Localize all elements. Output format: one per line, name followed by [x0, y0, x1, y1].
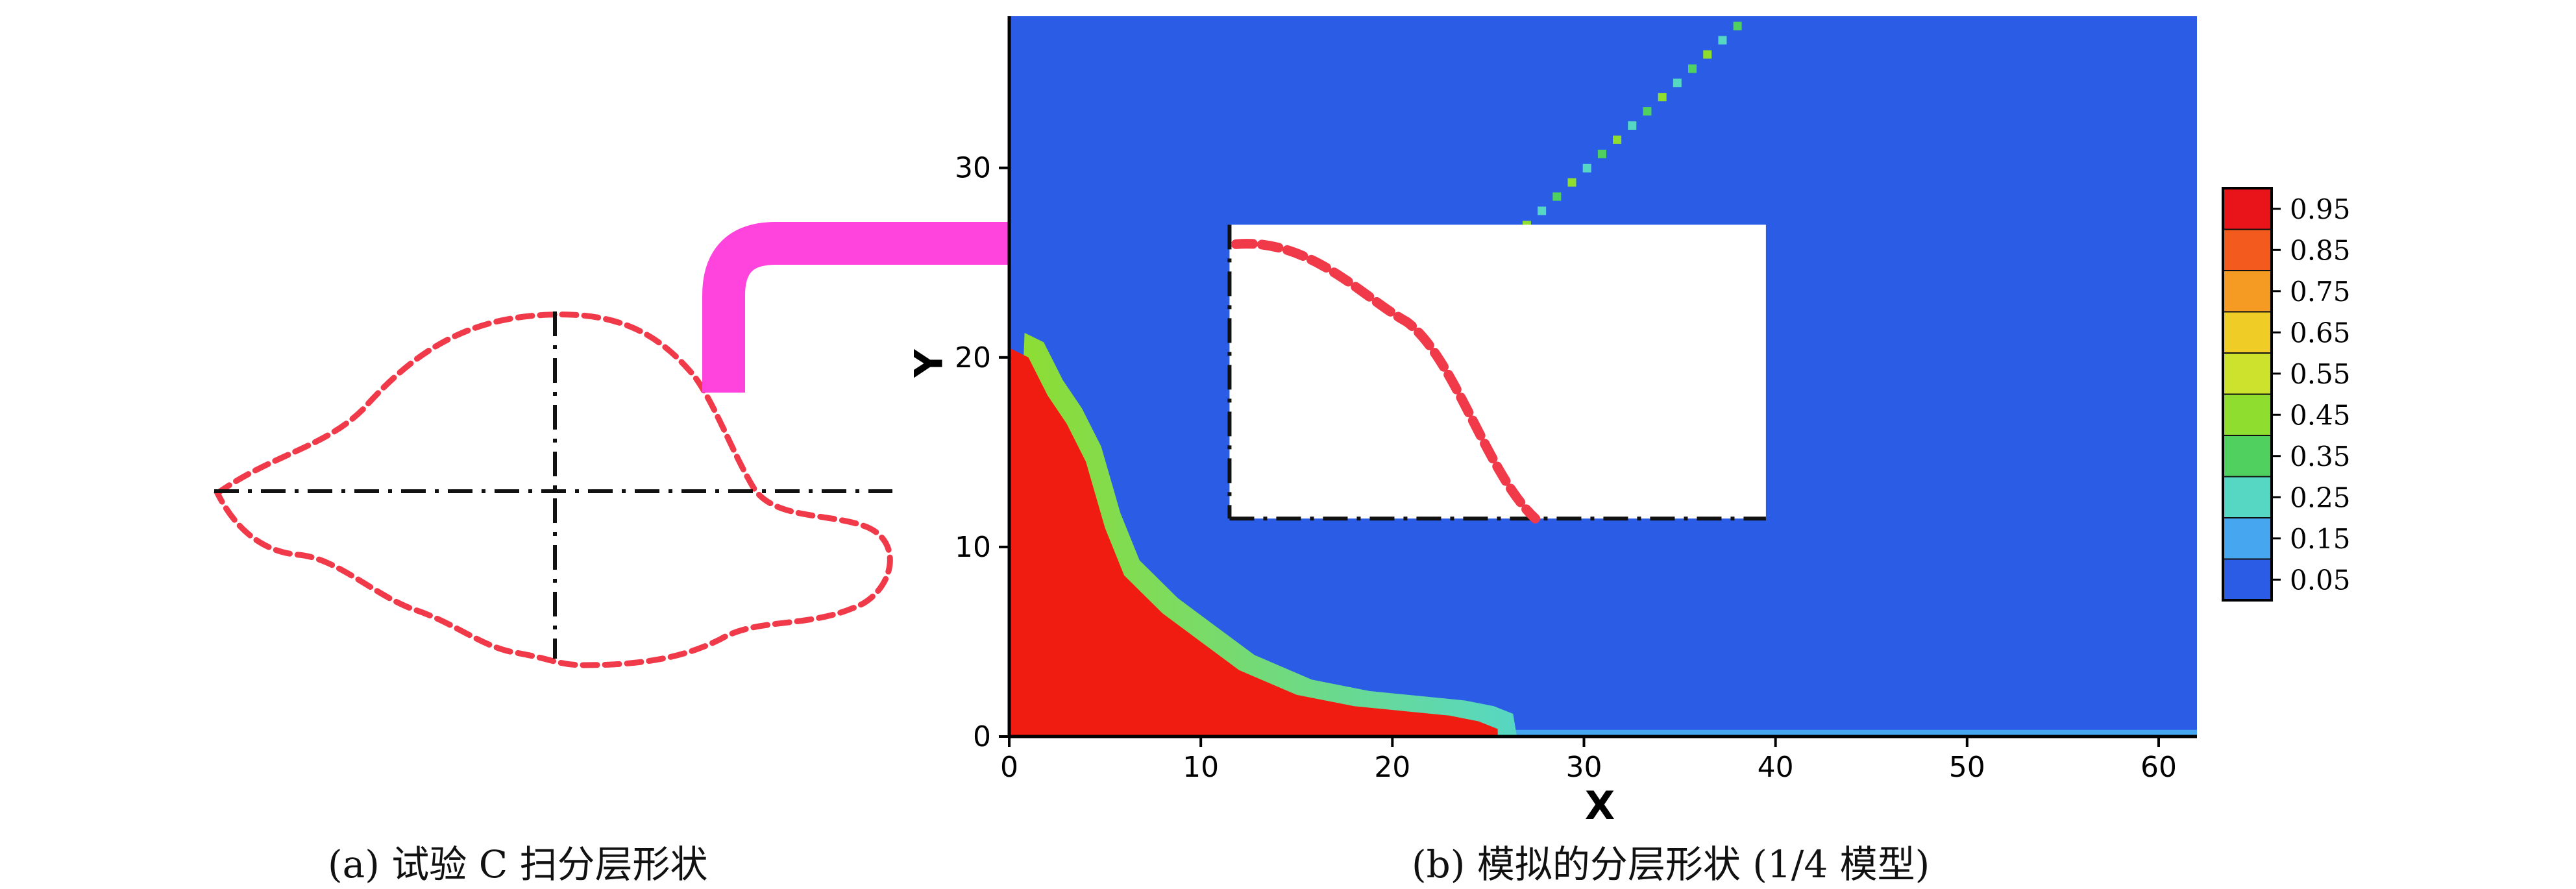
colorbar-swatch — [2222, 476, 2272, 518]
crack-cell — [1613, 135, 1622, 144]
x-axis-ticks: 0 10 20 30 40 50 60 — [1000, 737, 2177, 784]
inset-box — [1227, 225, 1766, 524]
inset-delamination-outline — [1231, 239, 1541, 524]
colorbar-swatch — [2222, 270, 2272, 313]
colorbar-label: 0.65 — [2290, 317, 2351, 348]
arrow-shaft — [702, 222, 1188, 393]
plot-area: 0 10 20 30 40 50 60 0 10 20 30 X Y — [907, 16, 2197, 829]
colorbar-label: 0.35 — [2290, 441, 2351, 472]
x-tick-label: 50 — [1949, 751, 1985, 784]
crack-cell — [1552, 192, 1562, 201]
crack-cell — [1733, 21, 1742, 30]
crack-cell — [1703, 50, 1712, 59]
colorbar-swatch — [2222, 311, 2272, 354]
colorbar-swatch — [2222, 435, 2272, 478]
x-tick-label: 20 — [1374, 751, 1410, 784]
y-axis-label: Y — [907, 348, 952, 378]
x-axis-label: X — [1585, 783, 1615, 829]
colorbar-swatch — [2222, 188, 2272, 230]
caption-b: (b) 模拟的分层形状 (1/4 模型) — [1412, 842, 1930, 886]
y-tick-label: 20 — [955, 341, 991, 374]
panel-a — [214, 311, 893, 668]
y-axis-ticks: 0 10 20 30 — [955, 152, 1009, 753]
colorbar-legend: 0.95 0.85 0.75 0.65 0.55 0.45 0.35 0.25 0.15 0.05 — [2222, 187, 2351, 602]
colorbar-swatch — [2222, 558, 2272, 601]
delamination-region — [1009, 348, 1498, 737]
x-tick-label: 10 — [1183, 751, 1219, 784]
crack-cell — [1718, 36, 1727, 45]
x-tick-label: 30 — [1565, 751, 1602, 784]
colorbar-swatch — [2222, 352, 2272, 395]
crack-cell — [1582, 164, 1591, 173]
crack-cell — [1658, 93, 1667, 102]
colorbar-frame — [2222, 187, 2273, 602]
crack-cell — [1643, 107, 1652, 116]
crack-cell — [1688, 64, 1697, 73]
caption-a: (a) 试验 C 扫分层形状 — [328, 842, 708, 886]
colorbar-label: 0.95 — [2290, 193, 2351, 225]
bottom-edge-strip — [1488, 729, 2197, 737]
colorbar-swatch — [2222, 228, 2272, 271]
x-tick-label: 60 — [2141, 751, 2177, 784]
cscan-delamination-outline — [214, 311, 893, 668]
colorbar-label: 0.25 — [2290, 481, 2351, 513]
y-tick-label: 30 — [955, 152, 991, 185]
y-tick-label: 0 — [973, 720, 991, 753]
colorbar-swatch — [2222, 393, 2272, 436]
colorbar-label: 0.05 — [2290, 564, 2351, 596]
crack-cell — [1628, 121, 1637, 130]
crack-cell — [1673, 79, 1682, 88]
crack-cell — [1597, 149, 1606, 158]
x-tick-label: 0 — [1000, 751, 1018, 784]
colorbar-label: 0.85 — [2290, 234, 2351, 266]
colorbar-label: 0.55 — [2290, 358, 2351, 390]
y-tick-label: 10 — [955, 531, 991, 564]
colorbar-swatch — [2222, 517, 2272, 560]
colorbar-label: 0.45 — [2290, 399, 2351, 431]
crack-cell — [1538, 206, 1547, 215]
colorbar-label: 0.15 — [2290, 523, 2351, 555]
x-tick-label: 40 — [1758, 751, 1794, 784]
colorbar-label: 0.75 — [2290, 276, 2351, 308]
crack-cell — [1567, 178, 1576, 187]
